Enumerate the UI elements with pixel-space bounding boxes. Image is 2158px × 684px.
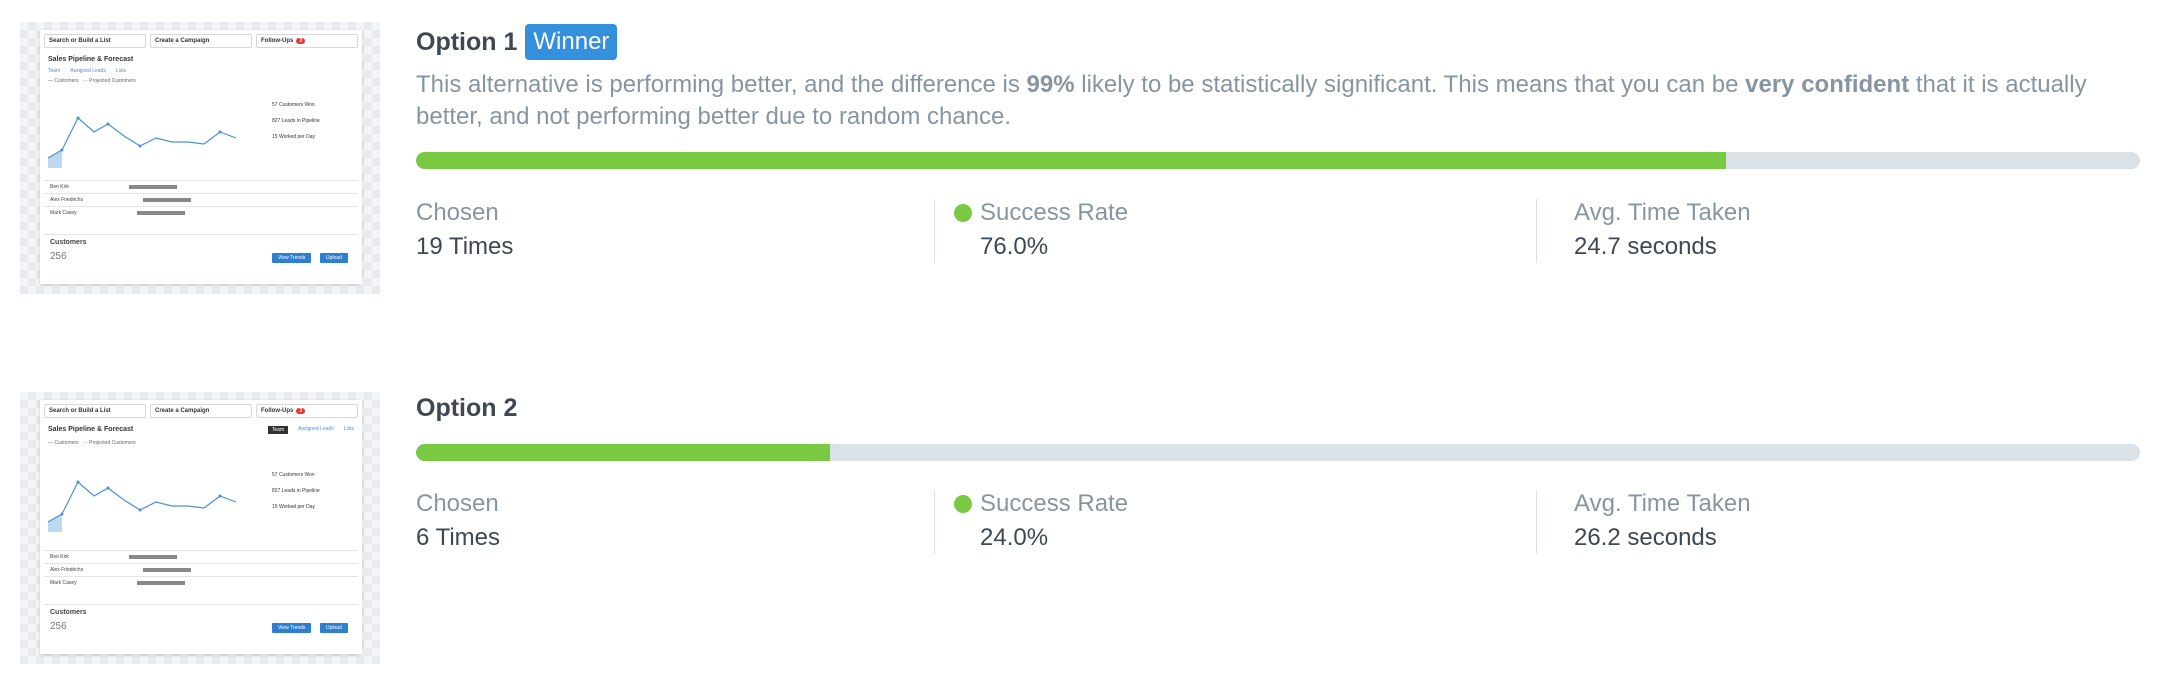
chosen-label: Chosen [416,490,499,517]
option-1-name: Option 1 [416,27,518,56]
option-1-progress-fill [416,152,1727,169]
option-2-heading: Option 2 [416,394,517,423]
option-2-progress-bar [416,444,2140,461]
thumbnail-mock-dashboard: Search or Build a List Create a Campaign… [40,30,362,284]
mock-followups: Follow-Ups 3 [256,404,358,418]
chosen-value: 6 Times [416,524,501,551]
success-rate-label: Success Rate [980,490,1129,517]
success-dot-icon [954,495,972,513]
option-2-name: Option 2 [416,394,518,422]
option-1-screenshot-thumbnail[interactable]: Search or Build a List Create a Campaign… [20,22,380,294]
chosen-label: Chosen [416,199,499,226]
option-1-progress-bar [416,152,2140,169]
avg-time-value: 26.2 seconds [1574,524,1717,551]
option-1-description: This alternative is performing better, a… [416,71,2087,130]
option-1-time-stat: Avg. Time Taken 24.7 seconds [1574,199,1751,261]
mock-search-box: Search or Build a List [44,404,146,418]
mock-search-box: Search or Build a List [44,34,146,48]
success-rate-label: Success Rate [980,199,1129,226]
stat-divider [934,199,935,263]
stat-divider [934,490,935,554]
chosen-value: 19 Times [416,233,514,260]
mock-pipeline-title: Sales Pipeline & Forecast [48,56,134,63]
option-2-time-stat: Avg. Time Taken 26.2 seconds [1574,490,1751,552]
avg-time-label: Avg. Time Taken [1574,490,1751,517]
option-1-heading: Option 1 Winner [416,24,618,60]
stat-divider [1536,199,1537,263]
mock-line-chart [48,116,237,168]
avg-time-value: 24.7 seconds [1574,233,1717,260]
avg-time-label: Avg. Time Taken [1574,199,1751,226]
option-2-progress-fill [416,444,830,461]
success-rate-value: 24.0% [980,524,1049,551]
success-dot-icon [954,204,972,222]
option-1-success-stat: Success Rate 76.0% [954,199,1128,261]
mock-create-campaign: Create a Campaign [150,34,252,48]
winner-badge: Winner [525,24,618,60]
option-2-screenshot-thumbnail[interactable]: Search or Build a List Create a Campaign… [20,392,380,664]
success-rate-value: 76.0% [980,233,1049,260]
mock-create-campaign: Create a Campaign [150,404,252,418]
stat-divider [1536,490,1537,554]
option-2-success-stat: Success Rate 24.0% [954,490,1128,552]
mock-line-chart [48,480,237,532]
mock-pipeline-title: Sales Pipeline & Forecast [48,426,134,433]
option-1-chosen-stat: Chosen 19 Times [416,199,513,261]
thumbnail-mock-dashboard: Search or Build a List Create a Campaign… [40,400,362,654]
option-2-chosen-stat: Chosen 6 Times [416,490,500,552]
mock-followups: Follow-Ups 3 [256,34,358,48]
